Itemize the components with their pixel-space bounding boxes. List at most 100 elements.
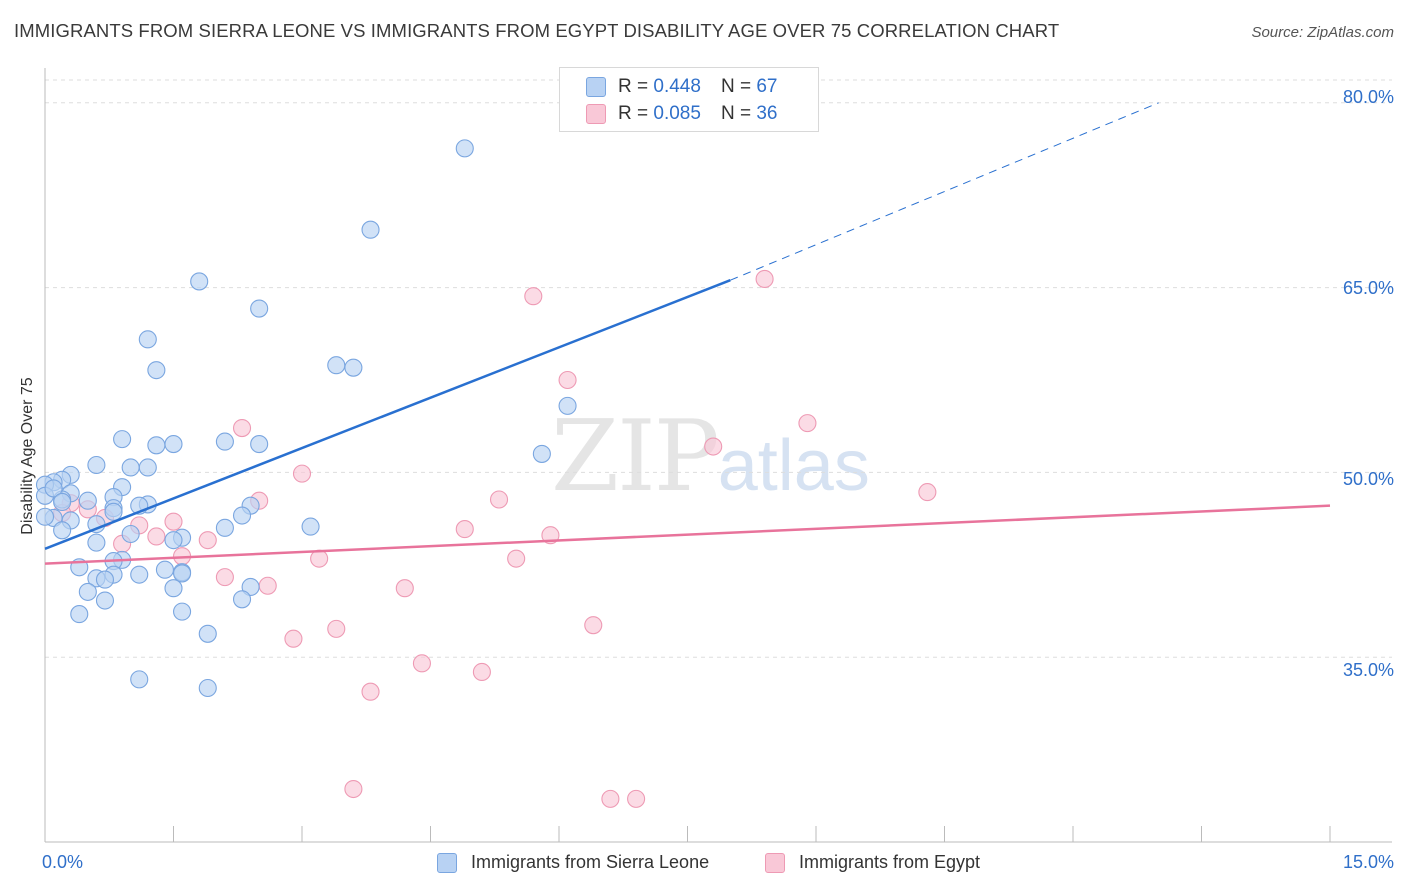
point-sierra-leone bbox=[327, 356, 346, 375]
point-egypt bbox=[284, 629, 303, 648]
point-egypt bbox=[147, 527, 166, 546]
x-tick-label-min: 0.0% bbox=[42, 852, 84, 872]
point-sierra-leone bbox=[532, 444, 551, 463]
y-tick-label-50: 50.0% bbox=[1342, 469, 1394, 489]
legend-r-label: R = bbox=[618, 103, 649, 124]
point-egypt bbox=[395, 579, 414, 598]
legend-swatch-pink bbox=[765, 852, 785, 873]
point-sierra-leone bbox=[130, 565, 149, 584]
trend-lines bbox=[44, 102, 1331, 565]
point-sierra-leone bbox=[164, 579, 183, 598]
watermark: ZIPatlas bbox=[551, 400, 870, 514]
point-sierra-leone bbox=[250, 435, 269, 454]
chart-title: IMMIGRANTS FROM SIERRA LEONE VS IMMIGRAN… bbox=[14, 20, 1060, 41]
point-sierra-leone bbox=[121, 524, 140, 544]
point-egypt bbox=[601, 789, 620, 808]
point-sierra-leone bbox=[215, 518, 234, 537]
point-sierra-leone bbox=[241, 577, 260, 597]
point-egypt bbox=[507, 549, 526, 568]
point-sierra-leone bbox=[53, 521, 72, 540]
point-sierra-leone bbox=[130, 670, 149, 689]
point-sierra-leone bbox=[147, 436, 166, 455]
point-sierra-leone bbox=[87, 455, 106, 475]
point-sierra-leone bbox=[344, 358, 363, 377]
point-sierra-leone bbox=[250, 299, 269, 318]
point-egypt bbox=[344, 779, 363, 799]
axes bbox=[44, 68, 1392, 843]
y-tick-label-35: 35.0% bbox=[1342, 660, 1394, 680]
point-sierra-leone bbox=[104, 502, 123, 521]
point-sierra-leone bbox=[164, 531, 183, 550]
point-egypt bbox=[164, 512, 183, 531]
point-sierra-leone bbox=[53, 492, 72, 512]
legend-r-label: R = bbox=[618, 76, 649, 97]
point-egypt bbox=[412, 654, 431, 673]
point-sierra-leone bbox=[138, 330, 157, 349]
point-egypt bbox=[918, 483, 937, 502]
point-egypt bbox=[198, 531, 217, 550]
point-egypt bbox=[361, 682, 380, 701]
grid-lines bbox=[45, 79, 1392, 658]
x-tick-label-max: 15.0% bbox=[1342, 852, 1394, 872]
point-egypt bbox=[704, 437, 723, 456]
legend-n-label: N = bbox=[720, 76, 752, 97]
legend-label-egypt: Immigrants from Egypt bbox=[799, 852, 981, 872]
point-sierra-leone bbox=[173, 602, 192, 621]
point-sierra-leone bbox=[138, 458, 157, 477]
legend-n-value: 67 bbox=[756, 76, 778, 97]
point-sierra-leone bbox=[164, 435, 183, 454]
legend-item-egypt: Immigrants from Egypt bbox=[765, 852, 980, 873]
point-sierra-leone bbox=[78, 491, 97, 510]
point-sierra-leone bbox=[190, 272, 209, 291]
point-egypt bbox=[755, 269, 774, 289]
point-egypt bbox=[215, 568, 234, 587]
legend-swatch-pink bbox=[586, 104, 606, 124]
point-egypt bbox=[524, 287, 543, 306]
legend-item-sierra-leone: Immigrants from Sierra Leone bbox=[437, 852, 709, 873]
point-sierra-leone bbox=[87, 533, 106, 552]
legend-swatch-blue bbox=[437, 852, 457, 873]
y-tick-label-80: 80.0% bbox=[1342, 87, 1394, 107]
point-egypt bbox=[472, 662, 491, 682]
point-egypt bbox=[292, 464, 312, 483]
point-sierra-leone bbox=[147, 361, 166, 380]
point-sierra-leone bbox=[232, 506, 252, 525]
legend-r-value: 0.448 bbox=[653, 76, 701, 97]
point-sierra-leone bbox=[95, 591, 115, 610]
point-sierra-leone bbox=[361, 220, 380, 239]
trend-line-egypt bbox=[44, 504, 1331, 565]
point-egypt bbox=[584, 616, 603, 635]
point-sierra-leone bbox=[78, 582, 97, 601]
point-egypt bbox=[258, 576, 277, 595]
legend-r-value: 0.085 bbox=[653, 103, 701, 124]
y-tick-label-65: 65.0% bbox=[1342, 278, 1394, 298]
legend-swatch-blue bbox=[586, 77, 606, 97]
legend-n-value: 36 bbox=[756, 103, 778, 124]
point-egypt bbox=[232, 418, 252, 438]
point-sierra-leone bbox=[35, 507, 55, 526]
trend-line-sierra-leone-extension bbox=[730, 102, 1159, 281]
stats-legend: R = 0.448 N = 67 R = 0.085 N = 36 bbox=[559, 67, 819, 132]
point-egypt bbox=[627, 789, 646, 808]
legend-label-sierra-leone: Immigrants from Sierra Leone bbox=[471, 852, 710, 872]
point-egypt bbox=[455, 520, 474, 539]
trend-line-sierra-leone bbox=[44, 279, 731, 550]
watermark-zip: ZIP bbox=[551, 400, 720, 514]
point-egypt bbox=[327, 619, 346, 638]
point-sierra-leone bbox=[70, 605, 89, 624]
point-sierra-leone bbox=[558, 396, 577, 415]
point-sierra-leone bbox=[173, 564, 192, 583]
point-sierra-leone bbox=[113, 430, 132, 449]
data-points bbox=[35, 139, 937, 808]
point-sierra-leone bbox=[198, 678, 217, 698]
point-sierra-leone bbox=[232, 590, 252, 609]
point-egypt bbox=[798, 414, 817, 433]
point-egypt bbox=[489, 490, 509, 509]
legend-row-egypt: R = 0.085 N = 36 bbox=[586, 102, 777, 126]
point-sierra-leone bbox=[44, 479, 63, 498]
legend-n-label: N = bbox=[720, 103, 752, 124]
point-sierra-leone bbox=[198, 624, 217, 643]
point-sierra-leone bbox=[215, 432, 234, 451]
point-sierra-leone bbox=[301, 517, 320, 536]
